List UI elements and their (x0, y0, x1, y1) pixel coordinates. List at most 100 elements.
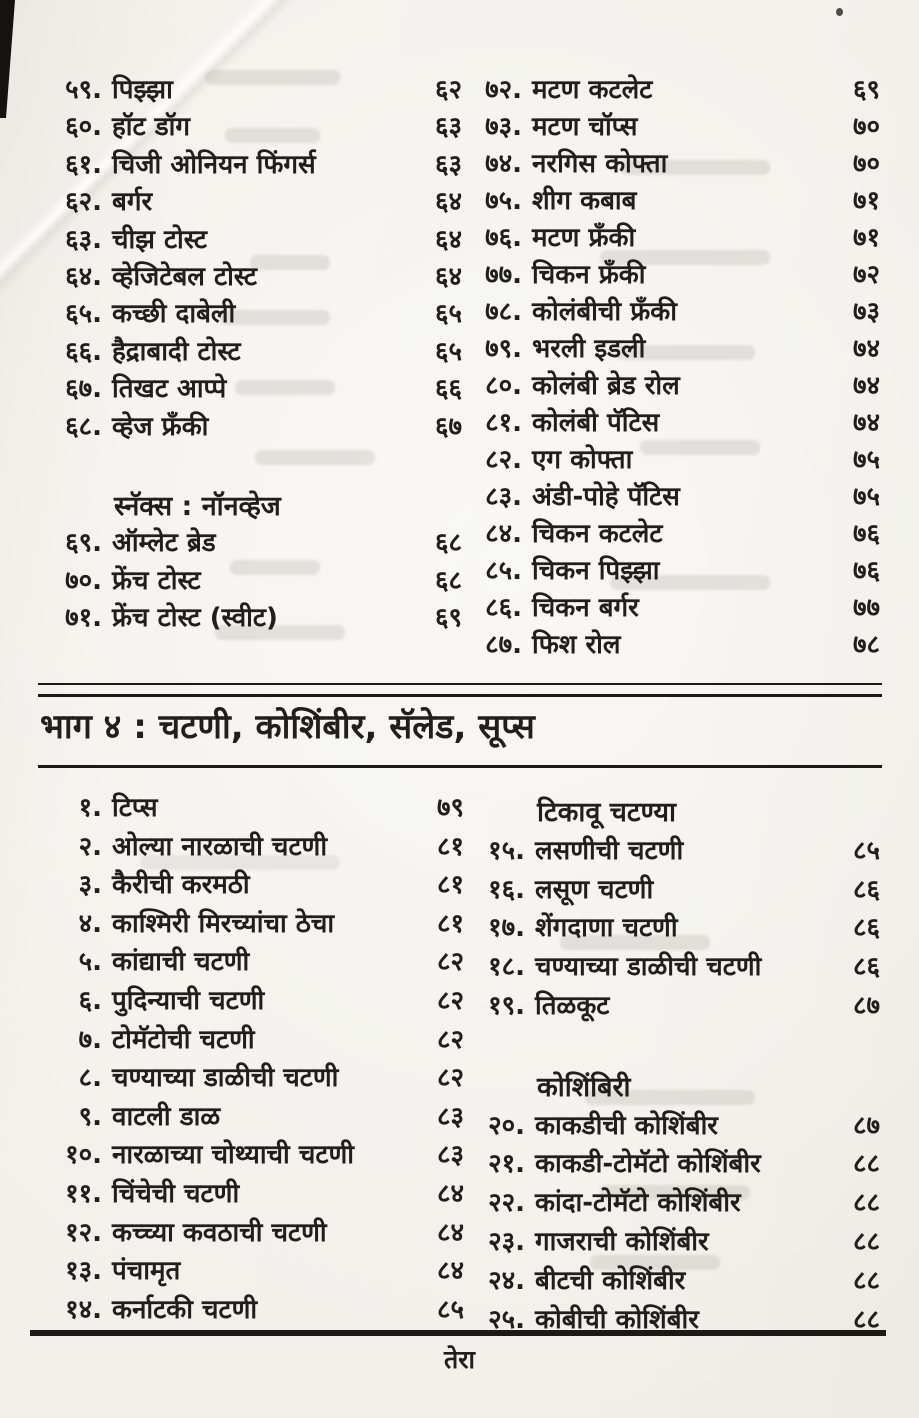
toc-entry-title: गाजराची कोशिंबीर (535, 1226, 709, 1257)
toc-column-top-right: ७२. मटण कटलेट ६९ ७३. मटण चॉप्स ७० ७४. नरगिस कोफ… (472, 70, 880, 662)
toc-entry-title: तिळकूट (535, 990, 610, 1021)
toc-entry-number: ७६. (485, 223, 522, 253)
toc-entry-page-number: ६३ (434, 112, 462, 143)
toc-entry-page-number: ६५ (434, 336, 462, 367)
toc-row: ७७. चिकन फ्रँकी ७२ (472, 255, 880, 292)
toc-entry-page-number: ८१ (436, 908, 464, 939)
toc-entry-number: १२. (65, 1217, 102, 1248)
toc-entry-title: चिकन बर्गर (532, 593, 639, 623)
toc-row: ७२. मटण कटलेट ६९ (472, 70, 880, 107)
toc-entry-number: ६९. (65, 528, 102, 559)
toc-row: २५. कोबीची कोशिंबीर ८८ (475, 1300, 880, 1339)
toc-entry-number: ७५. (485, 186, 522, 216)
toc-entry-title: कांदा-टोमॅटो कोशिंबीर (535, 1188, 741, 1219)
toc-entry-title: बर्गर (112, 187, 153, 218)
toc-gap (52, 444, 462, 486)
toc-row: ५९. पिझ्झा ६२ (52, 70, 462, 107)
toc-row: ६६. हैद्राबादी टोस्ट ६५ (52, 332, 462, 369)
toc-entry-page-number: ७५ (852, 445, 880, 475)
toc-entry-page-number: ७९ (436, 793, 464, 823)
toc-entry-number: १९. (488, 990, 525, 1021)
toc-entry-number: ६१. (65, 149, 102, 180)
toc-entry-page-number: ६३ (434, 149, 462, 180)
toc-row: २१. काकडी-टोमॅटो कोशिंबीर ८८ (475, 1144, 880, 1183)
toc-entry-page-number: ६९ (434, 603, 462, 634)
toc-entry-number: ६७. (65, 374, 102, 405)
toc-entry-number: ७९. (485, 334, 522, 364)
toc-entry-title: फिश रोल (532, 630, 621, 660)
toc-entry-number: ५. (78, 947, 102, 978)
toc-entry-title: बीटची कोशिंबीर (535, 1265, 686, 1296)
toc-row: १०. नारळाच्या चोथ्याची चटणी ८३ (52, 1135, 464, 1174)
toc-entry-number: ७१. (65, 603, 102, 634)
toc-row: ७. टोमॅटोची चटणी ८२ (52, 1020, 464, 1059)
toc-entry-title: काकडी-टोमॅटो कोशिंबीर (535, 1149, 761, 1180)
toc-entry-page-number: ८३ (436, 1101, 464, 1132)
toc-entry-number: १३. (65, 1256, 102, 1287)
toc-entry-page-number: ८२ (436, 1024, 464, 1055)
toc-entry-title: तिखट आप्पे (112, 374, 227, 405)
toc-entry-page-number: ८८ (852, 1188, 880, 1219)
toc-row: ६३. चीझ टोस्ट ६४ (52, 220, 462, 257)
toc-row: ३. कैरीची करमठी ८१ (52, 865, 464, 904)
toc-entry-title: शीग कबाब (532, 186, 637, 216)
toc-entry-page-number: ७० (852, 112, 880, 142)
section-title: भाग ४ : चटणी, कोशिंबीर, सॅलेड, सूप्स (40, 707, 535, 747)
toc-entry-title: अंडी-पोहे पॅटिस (532, 482, 680, 512)
toc-entry-number: १४. (65, 1294, 102, 1325)
toc-column-bottom-left: १. टिप्स ७९ २. ओल्या नारळाची चटणी ८१ ३. कैरीची … (52, 788, 464, 1328)
toc-entry-title: चिकन कटलेट (532, 519, 663, 549)
toc-entry-page-number: ७७ (852, 593, 880, 623)
toc-entry-title: कोलंबी पॅटिस (532, 408, 660, 438)
toc-entry-title: टिप्स (112, 793, 158, 823)
toc-row: ७४. नरगिस कोफ्ता ७० (472, 144, 880, 181)
toc-row: ६७. तिखट आप्पे ६६ (52, 369, 462, 406)
toc-row: ७०. फ्रेंच टोस्ट ६८ (52, 561, 462, 598)
toc-entry-title: भरली इडली (532, 334, 646, 364)
toc-row: ४. काश्मिरी मिरच्यांचा ठेचा ८१ (52, 904, 464, 943)
toc-entry-number: २. (78, 831, 102, 862)
toc-entry-title: कोलंबीची फ्रँकी (532, 297, 677, 327)
toc-subheading: स्नॅक्स : नॉनव्हेज (114, 490, 281, 522)
toc-entry-title: पंचामृत (112, 1256, 181, 1287)
toc-entry-page-number: ८३ (436, 1140, 464, 1171)
toc-entry-number: २४. (488, 1265, 525, 1296)
toc-entry-title: मटण फ्रँकी (532, 223, 636, 253)
toc-entry-page-number: ८८ (852, 1265, 880, 1296)
toc-entry-title: ओल्या नारळाची चटणी (112, 831, 328, 862)
toc-entry-number: ६३. (65, 224, 102, 255)
toc-entry-page-number: ८८ (852, 1226, 880, 1257)
toc-row: ८२. एग कोफ्ता ७५ (472, 440, 880, 477)
toc-entry-page-number: ८७ (852, 990, 880, 1021)
toc-entry-page-number: ७१ (852, 186, 880, 216)
toc-row: ८६. चिकन बर्गर ७७ (472, 588, 880, 625)
toc-entry-number: २०. (488, 1110, 525, 1141)
toc-entry-page-number: ८५ (436, 1294, 464, 1325)
toc-entry-page-number: ६७ (434, 411, 462, 442)
toc-entry-title: मटण चॉप्स (532, 112, 638, 142)
toc-entry-page-number: ८१ (436, 831, 464, 862)
toc-entry-title: कच्च्या कवठाची चटणी (112, 1217, 327, 1248)
toc-entry-title: चीझ टोस्ट (112, 224, 208, 255)
toc-entry-page-number: ७६ (852, 556, 880, 586)
toc-row: ७१. फ्रेंच टोस्ट (स्वीट) ६९ (52, 598, 462, 635)
toc-entry-title: हैद्राबादी टोस्ट (112, 336, 241, 367)
toc-entry-number: ७७. (485, 260, 522, 290)
toc-row: ६५. कच्छी दाबेली ६५ (52, 294, 462, 331)
toc-entry-page-number: ७१ (852, 223, 880, 253)
toc-entry-page-number: ७४ (852, 334, 880, 364)
toc-entry-number: २१. (488, 1149, 525, 1180)
toc-entry-page-number: ८६ (852, 913, 880, 944)
toc-row: १८. चण्याच्या डाळीची चटणी ८६ (475, 947, 880, 986)
toc-entry-title: फ्रेंच टोस्ट (स्वीट) (112, 603, 278, 634)
toc-entry-number: २५. (488, 1304, 525, 1335)
toc-row: ६१. चिजी ओनियन फिंगर्स ६३ (52, 145, 462, 182)
toc-entry-page-number: ६५ (434, 299, 462, 330)
toc-row: १६. लसूण चटणी ८६ (475, 870, 880, 909)
section-divider-top-thin (38, 683, 882, 685)
toc-entry-page-number: ८४ (436, 1256, 464, 1287)
page-number-label: तेरा (444, 1345, 475, 1374)
toc-entry-number: ७. (78, 1024, 102, 1055)
toc-entry-page-number: ७५ (852, 482, 880, 512)
toc-row: २४. बीटची कोशिंबीर ८८ (475, 1261, 880, 1300)
